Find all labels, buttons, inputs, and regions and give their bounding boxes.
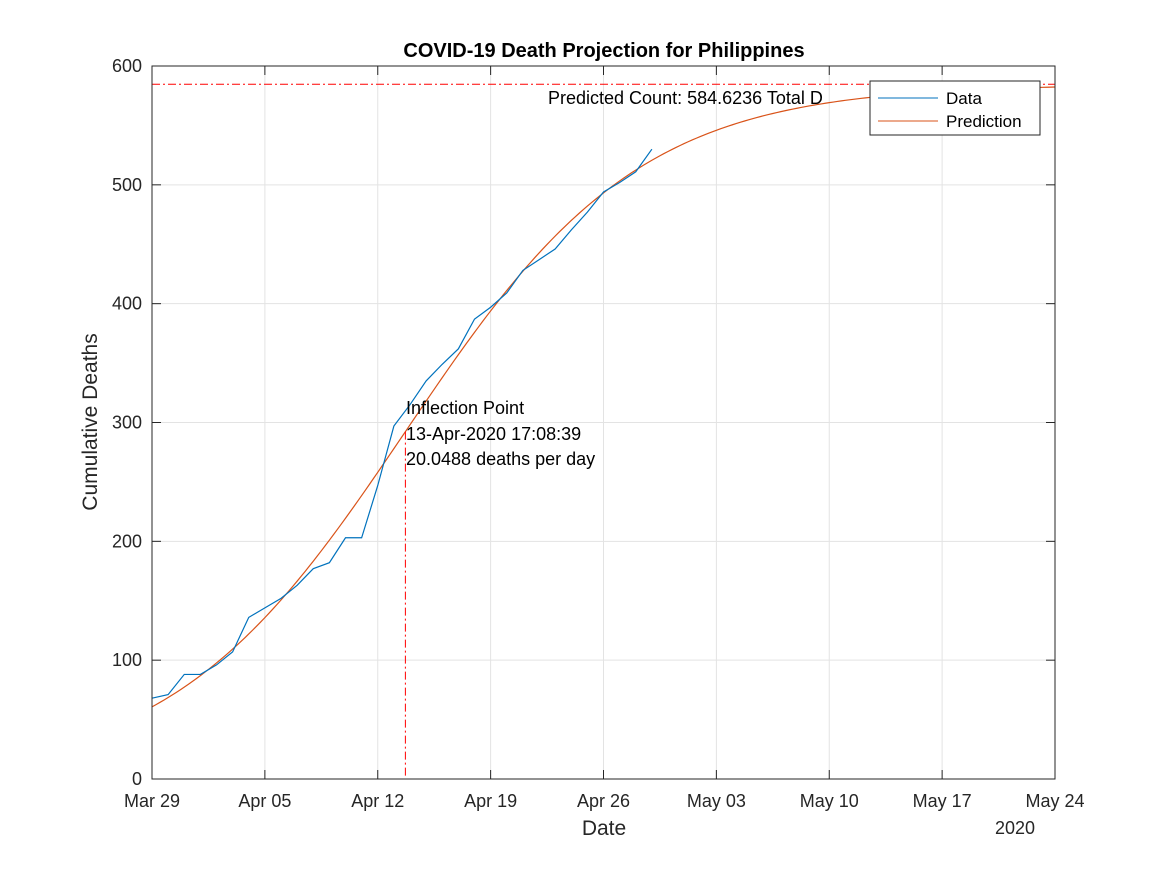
x-tick-label: Apr 05 xyxy=(238,791,291,811)
inflection-label-line3: 20.0488 deaths per day xyxy=(406,449,595,469)
axis-ticks: Mar 29 Apr 05 Apr 12 Apr 19 Apr 26 May 03 May … xyxy=(112,56,1085,811)
predicted-count-label: Predicted Count: 584.6236 Total D xyxy=(548,88,823,108)
y-tick-label: 400 xyxy=(112,294,142,314)
x-tick-label: May 10 xyxy=(800,791,859,811)
x-tick-label: May 03 xyxy=(687,791,746,811)
x-tick-label: Apr 12 xyxy=(351,791,404,811)
y-tick-label: 600 xyxy=(112,56,142,76)
x-tick-label: May 17 xyxy=(913,791,972,811)
y-tick-label: 300 xyxy=(112,413,142,433)
y-tick-label: 0 xyxy=(132,769,142,789)
chart-title: COVID-19 Death Projection for Philippine… xyxy=(403,40,804,62)
legend-prediction-label: Prediction xyxy=(946,112,1022,131)
x-tick-label: Apr 26 xyxy=(577,791,630,811)
inflection-label-line2: 13-Apr-2020 17:08:39 xyxy=(406,424,581,444)
x-tick-label: Mar 29 xyxy=(124,791,180,811)
legend-data-label: Data xyxy=(946,89,982,108)
y-tick-label: 100 xyxy=(112,650,142,670)
inflection-label-line1: Inflection Point xyxy=(406,398,524,418)
legend: Data Prediction xyxy=(869,80,1041,136)
y-axis-label: Cumulative Deaths xyxy=(79,333,102,510)
legend-box xyxy=(869,80,1041,136)
y-tick-label: 200 xyxy=(112,531,142,551)
data-series-line xyxy=(151,148,653,699)
x-tick-label: Apr 19 xyxy=(464,791,517,811)
y-tick-label: 500 xyxy=(112,175,142,195)
annotations: Predicted Count: 584.6236 Total D Inflec… xyxy=(406,88,823,469)
grid-lines xyxy=(152,66,1055,779)
year-label: 2020 xyxy=(995,818,1035,838)
x-tick-label: May 24 xyxy=(1025,791,1084,811)
x-axis-label: Date xyxy=(582,817,626,840)
